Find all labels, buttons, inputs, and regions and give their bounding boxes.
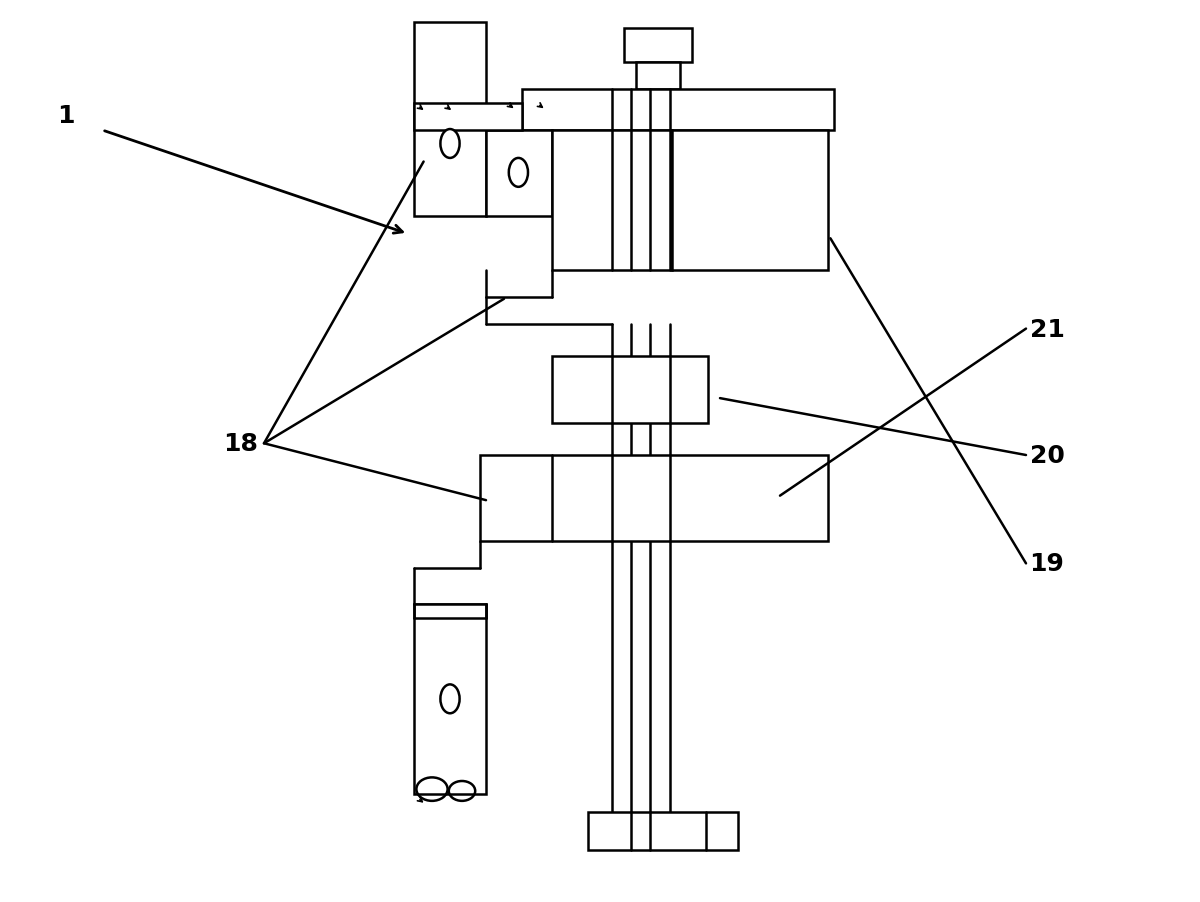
Ellipse shape [440, 685, 460, 713]
Bar [588, 812, 738, 850]
Bar [672, 131, 828, 271]
Bar [414, 604, 486, 794]
Ellipse shape [509, 159, 528, 188]
Bar [552, 131, 672, 271]
Ellipse shape [440, 130, 460, 159]
Bar [486, 131, 552, 216]
Bar [480, 456, 828, 541]
Bar [414, 23, 486, 216]
Bar [414, 104, 522, 131]
Text: 21: 21 [1030, 318, 1064, 341]
Text: 1: 1 [58, 104, 74, 127]
Text: 20: 20 [1030, 444, 1064, 467]
Bar [624, 29, 692, 63]
Text: 18: 18 [223, 432, 258, 456]
Text: 19: 19 [1030, 552, 1064, 575]
Bar [636, 63, 680, 90]
Bar [522, 90, 834, 131]
Bar [552, 356, 708, 424]
